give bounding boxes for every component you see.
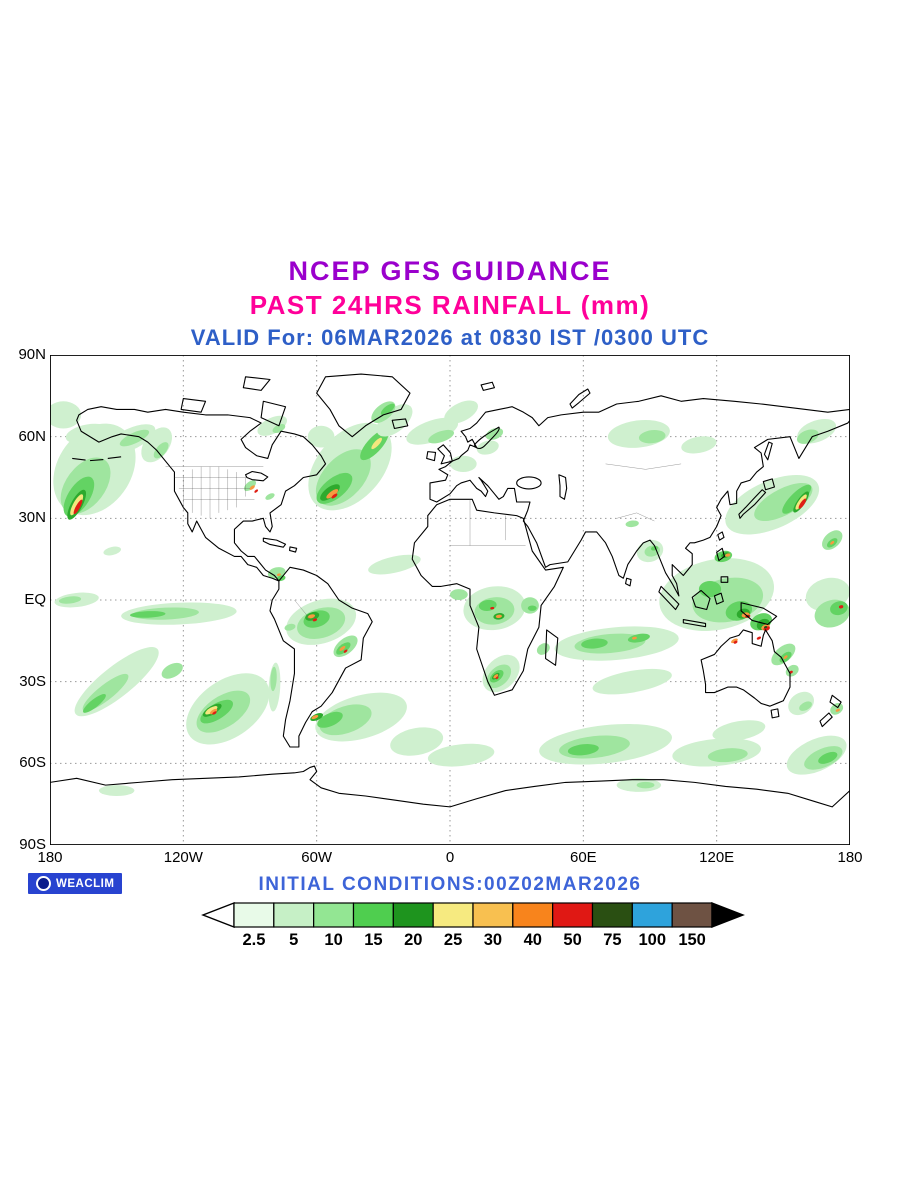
legend-value: 2.5 (242, 931, 266, 949)
legend-colorbar (200, 901, 746, 929)
map-area (50, 355, 850, 845)
lon-tick-label: 180 (837, 849, 863, 866)
lat-tick-label: 90N (18, 346, 46, 363)
page-subtitle: PAST 24HRS RAINFALL (mm) (249, 290, 651, 320)
lat-tick-label: 90S (19, 836, 46, 853)
lat-tick-label: 60N (18, 427, 46, 445)
lon-tick-label: 60E (569, 849, 597, 866)
lon-tick-label: 0 (445, 849, 455, 866)
initial-conditions-line: INITIAL CONDITIONS:00Z02MAR2026 (258, 874, 642, 895)
lon-tick-label: 120E (699, 849, 735, 866)
legend-value: 75 (603, 931, 622, 949)
weaclim-badge: WEACLIM (28, 873, 123, 894)
legend-value-labels: 2.5 5 10 15 20 25 30 40 50 75 100 150 (200, 931, 746, 951)
legend-value: 5 (289, 931, 299, 949)
coastlines (50, 374, 850, 807)
legend-value: 150 (678, 931, 706, 949)
lon-tick-label: 180 (37, 849, 63, 866)
lat-tick-label: EQ (24, 591, 46, 608)
world-map (50, 355, 850, 845)
lat-tick-label: 60S (19, 754, 46, 772)
legend-value: 15 (364, 931, 383, 949)
legend-colorbar-svg (201, 901, 745, 929)
lat-tick-label: 30N (18, 509, 46, 527)
lon-tick-label: 60W (301, 849, 333, 866)
legend-value: 30 (483, 931, 503, 949)
state-country-borders (166, 464, 682, 619)
legend-value: 50 (563, 931, 582, 949)
weaclim-logo-icon (36, 876, 51, 891)
lat-tick-label: 30S (19, 672, 46, 690)
lon-tick-label: 120W (163, 849, 203, 866)
legend-value: 100 (638, 931, 667, 949)
legend-value: 40 (523, 931, 542, 949)
legend-value: 25 (443, 931, 463, 949)
valid-time-line: VALID For: 06MAR2026 at 0830 IST /0300 U… (190, 325, 710, 350)
legend-value: 10 (324, 931, 343, 949)
legend-value: 20 (404, 931, 423, 949)
weaclim-label: WEACLIM (56, 877, 115, 890)
page-title: NCEP GFS GUIDANCE (288, 256, 612, 286)
